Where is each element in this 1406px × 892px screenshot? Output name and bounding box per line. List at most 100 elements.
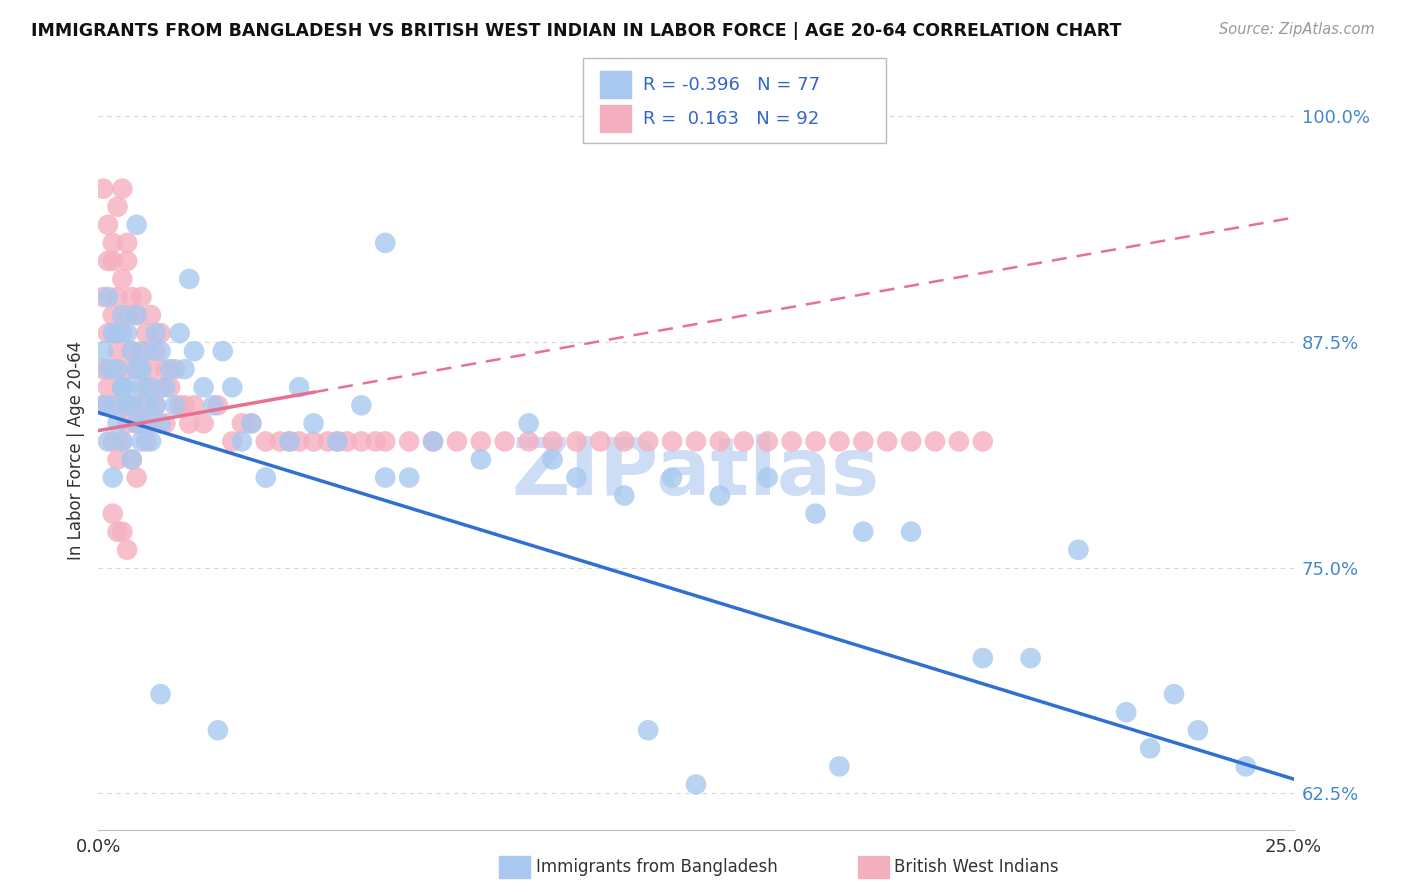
Point [876,434,898,449]
Point [231,417,253,431]
Point [269,434,291,449]
Point [637,434,659,449]
Point [494,434,516,449]
Point [398,434,420,449]
Point [145,326,167,340]
Point [637,723,659,738]
Point [179,272,201,286]
Point [115,308,138,322]
Point [179,417,201,431]
Point [107,200,129,214]
Point [240,417,263,431]
Point [97,380,120,394]
Point [139,362,162,376]
Point [149,417,172,431]
Point [1115,705,1137,719]
Point [517,417,540,431]
Point [111,326,134,340]
Point [756,470,779,484]
Point [254,470,277,484]
Point [139,380,162,394]
Point [661,470,683,484]
Point [135,326,157,340]
Point [733,434,755,449]
Point [852,434,875,449]
Point [517,434,540,449]
Point [121,344,143,359]
Point [91,344,114,359]
Point [111,524,134,539]
Point [101,253,124,268]
Point [169,398,191,412]
Point [107,290,129,304]
Point [565,470,588,484]
Point [202,398,225,412]
Point [125,218,148,232]
Point [159,380,181,394]
Point [149,344,172,359]
Point [780,434,803,449]
Point [111,380,134,394]
Point [756,434,779,449]
Point [125,417,148,431]
Point [852,524,875,539]
Point [288,380,311,394]
Point [155,362,177,376]
Text: Immigrants from Bangladesh: Immigrants from Bangladesh [536,858,778,876]
Point [91,362,114,376]
Point [183,344,205,359]
Point [173,398,195,412]
Point [101,235,124,250]
Point [135,434,157,449]
Point [131,362,153,376]
Point [804,434,827,449]
Point [221,380,243,394]
Point [149,380,172,394]
Point [240,417,263,431]
Point [101,362,124,376]
Point [101,308,124,322]
Point [131,290,153,304]
Point [159,362,181,376]
Point [254,434,277,449]
Point [131,434,153,449]
Point [91,290,114,304]
Point [115,542,138,557]
Point [107,417,129,431]
Point [1067,542,1090,557]
Point [125,417,148,431]
Point [107,326,129,340]
Point [107,524,129,539]
Point [131,380,153,394]
Point [374,470,396,484]
Point [1234,759,1257,773]
Point [1139,741,1161,756]
Point [709,489,731,503]
Point [541,452,564,467]
Point [121,290,143,304]
Point [91,398,114,412]
Point [115,235,138,250]
Point [231,434,253,449]
Point [125,362,148,376]
Point [288,434,311,449]
Point [302,417,325,431]
Point [470,434,492,449]
Point [97,362,120,376]
Point [115,380,138,394]
Point [101,398,124,412]
Point [111,308,134,322]
Point [685,434,707,449]
Point [91,182,114,196]
Text: R =  0.163   N = 92: R = 0.163 N = 92 [643,110,818,128]
Point [278,434,301,449]
Point [107,344,129,359]
Point [145,398,167,412]
Point [613,434,636,449]
Point [972,651,994,665]
Point [364,434,387,449]
Point [211,344,233,359]
Point [111,272,134,286]
Point [221,434,243,449]
Point [193,380,215,394]
